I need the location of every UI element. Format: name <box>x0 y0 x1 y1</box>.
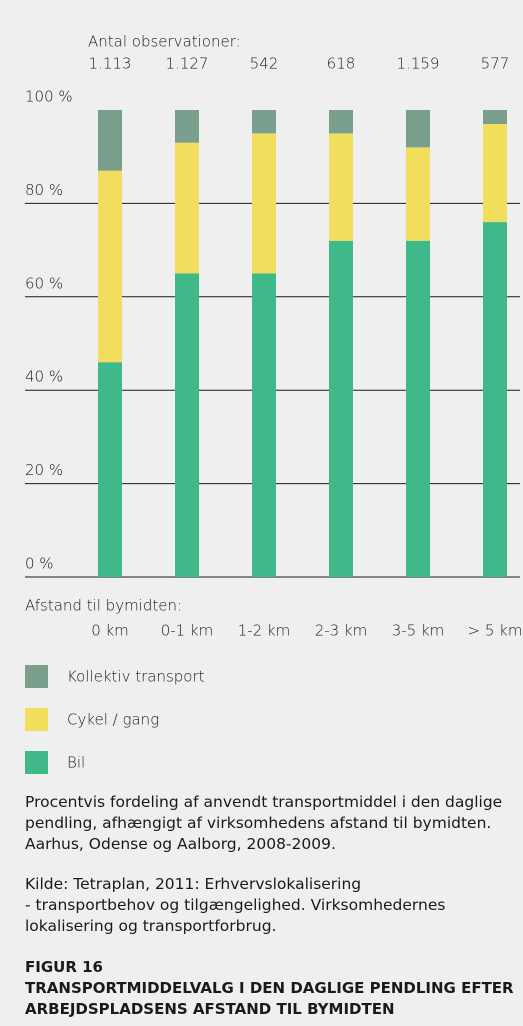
x-tick-label: 0-1 km <box>161 622 214 640</box>
legend-swatch <box>25 665 48 688</box>
bar-segment <box>252 273 276 577</box>
x-tick-label: > 5 km <box>468 622 523 640</box>
y-tick-label: 40 % <box>25 368 63 386</box>
bar-segment <box>175 142 199 274</box>
legend-swatch <box>25 708 48 731</box>
observation-count: 542 <box>250 55 279 73</box>
observation-count: 618 <box>327 55 356 73</box>
bar-segment <box>406 240 430 577</box>
observation-count: 1.127 <box>166 55 209 73</box>
x-axis-label: Afstand til bymidten: <box>25 597 182 615</box>
bar-segment <box>175 273 199 577</box>
bar-segment <box>98 170 122 363</box>
y-tick-label: 100 % <box>25 88 73 106</box>
bar-segment <box>406 147 430 241</box>
bar-segment <box>175 110 199 143</box>
source: Kilde: Tetraplan, 2011: Erhvervslokalise… <box>25 874 520 937</box>
x-tick-label: 3-5 km <box>392 622 445 640</box>
figure-label: FIGUR 16 <box>25 958 103 976</box>
bar-segment <box>98 110 122 171</box>
y-tick-label: 0 % <box>25 555 54 573</box>
observations-label: Antal observationer: <box>88 33 241 51</box>
legend-label: Cykel / gang <box>67 711 159 729</box>
chart: Antal observationer: Afstand til bymidte… <box>25 33 523 774</box>
bar-segment <box>252 133 276 274</box>
source-line: - transportbehov og tilgængelighed. Virk… <box>25 896 446 935</box>
observation-count: 577 <box>481 55 510 73</box>
y-tick-label: 60 % <box>25 274 63 292</box>
observation-count: 1.159 <box>397 55 440 73</box>
bar-segment <box>329 110 353 134</box>
legend-label: Bil <box>67 754 85 772</box>
x-tick-label: 2-3 km <box>315 622 368 640</box>
bar-segment <box>406 110 430 148</box>
figure-heading: FIGUR 16 TRANSPORTMIDDELVALG I DEN DAGLI… <box>25 957 520 1020</box>
bar-segment <box>329 240 353 577</box>
figure-title: TRANSPORTMIDDELVALG I DEN DAGLIGE PENDLI… <box>25 979 514 1018</box>
bar-segment <box>329 133 353 241</box>
legend-label: Kollektiv transport <box>67 668 205 686</box>
bar-segment <box>98 362 122 577</box>
bar-segment <box>483 124 507 223</box>
bar-segment <box>483 222 507 577</box>
caption: Procentvis fordeling af anvendt transpor… <box>25 793 503 853</box>
x-tick-label: 1-2 km <box>238 622 291 640</box>
x-tick-label: 0 km <box>91 622 129 640</box>
observation-count: 1.113 <box>89 55 132 73</box>
source-line: Kilde: Tetraplan, 2011: Erhvervslokalise… <box>25 875 362 893</box>
bar-segment <box>483 110 507 125</box>
bar-segment <box>252 110 276 134</box>
y-tick-label: 80 % <box>25 181 63 199</box>
legend-swatch <box>25 751 48 774</box>
y-tick-label: 20 % <box>25 461 63 479</box>
